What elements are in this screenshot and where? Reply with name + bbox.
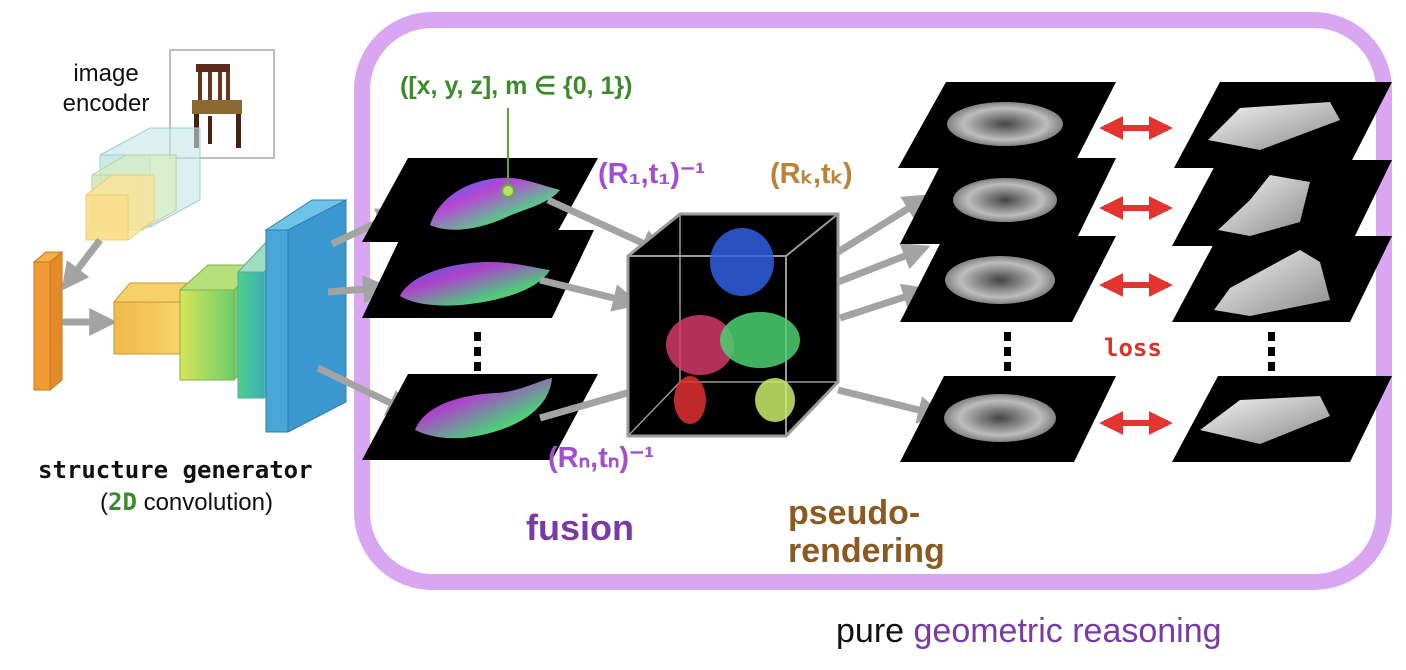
arrow-fusion-to-render-1 [836, 194, 932, 255]
image-encoder-blocks [85, 127, 201, 241]
projection-view-n [362, 374, 598, 460]
rendered-depth-3 [900, 236, 1116, 322]
arrow-fusion-to-render-2 [836, 243, 931, 286]
pseudo-rendering-line-2: rendering [788, 532, 945, 570]
geometric-reasoning-region [354, 12, 1392, 590]
footer-plain-text: pure [836, 612, 914, 650]
target-depth-3 [1172, 236, 1392, 322]
arrow-generator-to-view-2 [327, 275, 392, 304]
fusion-label: fusion [526, 507, 634, 548]
image-encoder-line-1: image [73, 60, 139, 87]
arrow-generator-to-view-n [316, 364, 416, 416]
target-depth-2 [1172, 160, 1392, 246]
projection-ellipsis [474, 332, 481, 371]
arrow-fusion-to-render-n [837, 386, 946, 424]
convolution-label: (2D convolution) [100, 490, 273, 515]
convolution-2d: 2D [108, 488, 137, 516]
arrow-view-1-to-fusion [546, 196, 669, 256]
target-depth-ellipsis [1268, 332, 1275, 371]
target-depth-n [1172, 376, 1392, 462]
structure-generator-blocks [112, 199, 348, 433]
rendered-depth-ellipsis [1004, 332, 1011, 371]
rendered-depth-2 [900, 158, 1116, 244]
convolution-text: convolution) [136, 489, 273, 516]
pose-k-label: (Rₖ,tₖ) [770, 158, 853, 190]
footer-colored-text: geometric reasoning [913, 612, 1222, 650]
loss-label: loss [1104, 334, 1162, 362]
arrow-fusion-to-render-3 [838, 283, 931, 322]
target-depth-1 [1174, 82, 1392, 168]
image-encoder-label: image encoder [46, 62, 166, 116]
fusion-point-cloud-cube [626, 212, 840, 438]
pose-1-label: (R₁,t₁)⁻¹ [598, 158, 705, 190]
latent-vector [32, 250, 64, 392]
image-encoder-line-2: encoder [62, 90, 150, 117]
pseudo-rendering-line-1: pseudo- [788, 494, 921, 532]
arrow-view-2-to-fusion [539, 276, 641, 312]
rendered-depth-1 [898, 82, 1116, 168]
pseudo-rendering-label: pseudo- rendering [788, 496, 945, 568]
point-callout-marker [501, 184, 515, 198]
projection-view-2 [362, 230, 594, 318]
convolution-open-paren: ( [100, 489, 108, 516]
projection-view-1 [362, 158, 598, 242]
structure-generator-label: structure generator [38, 456, 313, 484]
point-tuple-label: ([x, y, z], m ∈ {0, 1}) [400, 72, 633, 100]
arrow-encoder-to-latent [61, 237, 103, 291]
pose-n-label: (Rₙ,tₙ)⁻¹ [548, 442, 655, 474]
rendered-depth-n [900, 376, 1116, 462]
footer-caption: pure geometric reasoning [836, 614, 1222, 648]
